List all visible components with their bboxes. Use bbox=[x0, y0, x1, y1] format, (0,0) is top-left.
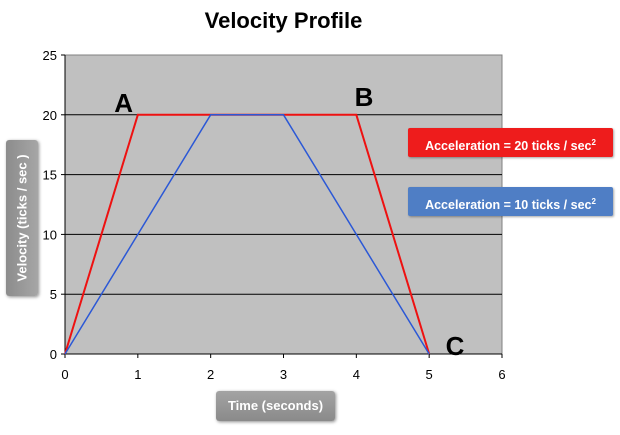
y-axis-label-box: Velocity (ticks / sec ) bbox=[6, 140, 38, 296]
x-tick-label-5: 5 bbox=[426, 367, 433, 382]
x-tick-label-0: 0 bbox=[61, 367, 68, 382]
legend-acceleration-20: Acceleration = 20 ticks / sec2 bbox=[408, 128, 613, 157]
y-tick-label-5: 5 bbox=[50, 287, 57, 302]
y-tick-label-20: 20 bbox=[43, 108, 57, 123]
x-tick-label-1: 1 bbox=[134, 367, 141, 382]
point-label-a: A bbox=[114, 87, 134, 118]
x-axis-label-box: Time (seconds) bbox=[216, 391, 335, 421]
legend-acceleration-10: Acceleration = 10 ticks / sec2 bbox=[408, 187, 613, 216]
legend-acceleration-10-superscript: 2 bbox=[591, 197, 596, 206]
y-tick-label-15: 15 bbox=[43, 168, 57, 183]
x-axis-label: Time (seconds) bbox=[227, 398, 324, 413]
x-tick-label-4: 4 bbox=[353, 367, 360, 382]
legend-acceleration-20-text: Acceleration = 20 ticks / sec bbox=[425, 139, 592, 154]
legend-acceleration-20-superscript: 2 bbox=[591, 138, 596, 147]
x-tick-label-2: 2 bbox=[207, 367, 214, 382]
x-tick-label-6: 6 bbox=[498, 367, 505, 382]
point-label-b: B bbox=[354, 81, 374, 112]
chart-title: Velocity Profile bbox=[204, 8, 363, 33]
legend-acceleration-10-text: Acceleration = 10 ticks / sec bbox=[425, 198, 592, 213]
y-axis-label: Velocity (ticks / sec ) bbox=[14, 154, 30, 282]
y-tick-label-0: 0 bbox=[50, 347, 57, 362]
tick-labels: 0 5 10 15 20 25 0 1 2 3 4 5 6 bbox=[43, 48, 506, 382]
y-tick-label-10: 10 bbox=[43, 227, 57, 242]
point-label-c: C bbox=[445, 330, 465, 361]
series-line-2 bbox=[64, 114, 430, 355]
y-tick-label-25: 25 bbox=[43, 48, 57, 63]
series-lines bbox=[64, 113, 431, 355]
x-tick-label-3: 3 bbox=[280, 367, 287, 382]
